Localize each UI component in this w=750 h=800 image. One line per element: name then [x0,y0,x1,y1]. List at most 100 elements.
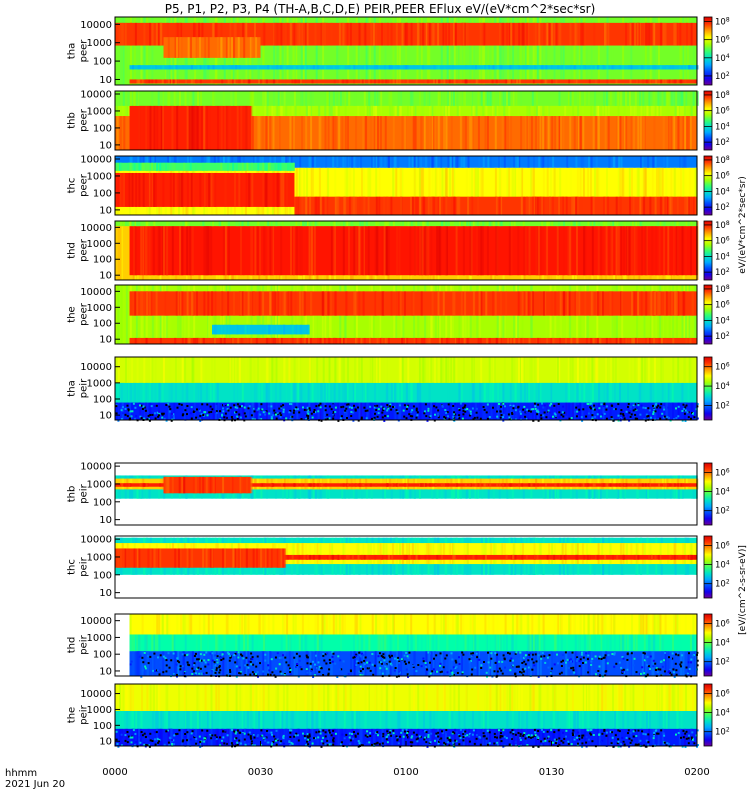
flux-streak [507,167,510,215]
flux-streak [326,402,329,420]
flux-speckle [623,417,626,420]
flux-streak [500,357,503,420]
flux-streak [327,337,330,344]
flux-speckle [648,409,651,412]
flux-streak [117,357,120,383]
flux-speckle [558,416,561,419]
flux-streak [354,291,357,316]
flux-streak [399,402,402,420]
flux-streak [495,221,498,227]
flux-streak [687,357,690,420]
flux-streak [228,402,231,420]
flux-streak [640,226,643,276]
flux-streak [134,79,137,84]
flux-streak [191,357,194,383]
flux-streak [449,156,452,168]
flux-streak [581,337,584,344]
flux-streak [653,116,656,150]
flux-streak [261,116,264,150]
flux-streak [120,221,123,227]
flux-streak [459,221,462,227]
flux-streak [694,17,697,85]
flux-streak [551,357,554,420]
flux-streak [533,156,536,168]
flux-streak [482,402,485,420]
flux-streak [657,402,660,420]
flux-streak [219,221,222,227]
flux-speckle [405,408,408,411]
flux-streak [406,79,409,84]
flux-streak [151,22,154,46]
flux-speckle [628,419,631,422]
flux-speckle [643,418,646,421]
flux-speckle [148,418,150,420]
flux-streak [153,172,156,207]
flux-streak [437,116,440,150]
flux-speckle [317,410,320,413]
flux-streak [134,226,137,276]
flux-streak [162,172,165,207]
flux-streak [511,357,514,383]
flux-streak [186,226,189,276]
flux-streak [476,221,479,227]
flux-streak [649,196,652,215]
flux-streak [266,79,268,84]
flux-speckle [350,415,353,417]
flux-streak [150,156,153,168]
flux-streak [172,79,175,84]
flux-streak [294,291,297,316]
flux-speckle [666,416,669,419]
flux-streak [502,91,505,106]
flux-streak [159,162,162,171]
flux-streak [528,226,531,276]
flux-streak [610,91,613,106]
flux-streak [293,116,295,150]
flux-streak [199,172,202,207]
flux-streak [398,291,401,316]
flux-streak [423,91,426,106]
flux-streak [189,91,192,106]
flux-streak [267,402,270,420]
flux-streak [247,402,250,420]
flux-streak [367,226,370,276]
flux-speckle [464,404,467,407]
flux-streak [280,226,283,276]
flux-streak [301,291,304,316]
flux-speckle [260,418,263,421]
flux-streak [214,291,217,316]
flux-streak [391,221,394,227]
flux-streak [597,226,600,276]
flux-streak [295,156,298,168]
flux-streak [443,65,446,70]
flux-streak [626,226,629,276]
flux-speckle [139,404,141,407]
flux-streak [189,226,192,276]
flux-streak [662,22,665,46]
flux-streak [218,324,220,335]
flux-streak [392,17,395,85]
flux-streak [237,402,240,420]
flux-streak [408,156,411,168]
flux-streak [198,22,201,46]
flux-speckle [441,404,444,407]
flux-streak [122,91,125,106]
flux-streak [538,337,541,344]
flux-streak [667,357,670,420]
flux-streak [672,226,675,276]
flux-streak [617,357,620,383]
flux-streak [578,116,581,150]
flux-streak [227,221,230,227]
flux-streak [160,102,163,150]
flux-streak [494,291,497,316]
flux-speckle [625,410,628,413]
flux-streak [270,357,273,420]
flux-streak [211,291,214,316]
flux-streak [269,156,272,168]
flux-streak [341,116,344,150]
flux-streak [632,357,635,383]
flux-streak [670,196,673,215]
flux-streak [630,65,633,70]
flux-streak [192,172,195,207]
flux-streak [557,402,560,420]
flux-streak [690,22,693,46]
